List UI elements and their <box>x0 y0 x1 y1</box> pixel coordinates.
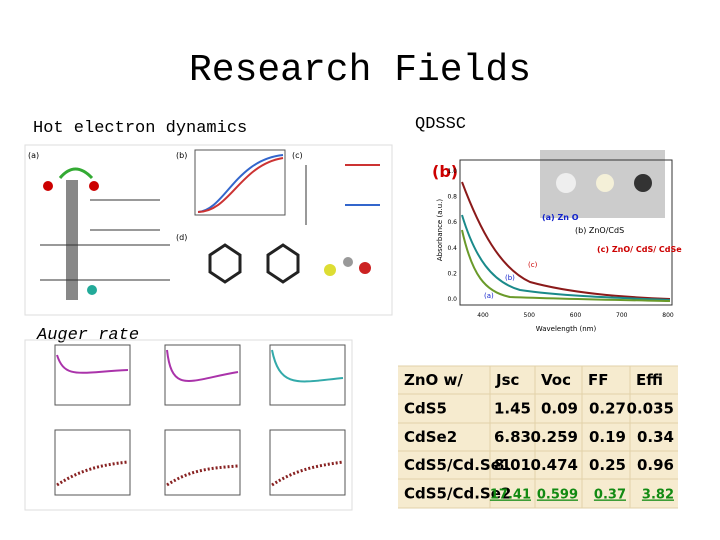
table-cell: 0.27 <box>589 400 626 418</box>
table-header-cell: Voc <box>541 371 571 389</box>
section-label: Hot electron dynamics <box>33 119 247 138</box>
table-cell: CdSe2 <box>404 428 457 446</box>
y-tick-label: 0.8 <box>447 194 457 201</box>
x-tick-label: 600 <box>570 312 582 319</box>
table-cell: 0.25 <box>589 456 626 474</box>
qdssc-figure: (b) Absorbance (a.u.) Wavelength (nm) 0.… <box>432 150 682 333</box>
hot-electron-figure: (a) (b) (c) (d) <box>24 144 393 316</box>
table-cell: 0.09 <box>541 400 578 418</box>
curve-label: (b) <box>505 274 515 282</box>
table-header-cell: Jsc <box>495 371 519 389</box>
table-cell: 0.259 <box>531 428 578 446</box>
x-tick-label: 400 <box>477 312 489 319</box>
table-cell: 0.474 <box>531 456 578 474</box>
x-tick-label: 800 <box>662 312 674 319</box>
auger-figure <box>24 339 353 511</box>
curve-label: (a) <box>484 292 494 300</box>
y-tick-label: 1.0 <box>447 168 457 175</box>
table-cell: CdS5/Cd.Se1 <box>404 456 511 474</box>
legend-entry: (a) Zn O <box>542 213 579 222</box>
results-table: ZnO w/Jsc Voc FF Effi CdS5 1.45 0.09 0.27 0.035 C… <box>398 365 678 509</box>
table-cell: 0.19 <box>589 428 626 446</box>
table-cell: 3.82 <box>642 488 674 503</box>
table-cell: 1.45 <box>494 400 531 418</box>
panel-label: (b) <box>176 151 187 160</box>
y-tick-label: 0.0 <box>447 296 457 303</box>
table-cell: 6.83 <box>494 428 531 446</box>
table-header-cell: FF <box>588 371 609 389</box>
y-tick-label: 0.6 <box>447 219 457 226</box>
axis-label: Absorbance (a.u.) <box>436 199 444 261</box>
panel-label: (b) <box>432 162 458 181</box>
table-header-cell: ZnO w/ <box>404 371 463 389</box>
table-header-cell: Effi <box>636 371 663 389</box>
slide-title: Research Fields <box>189 49 531 92</box>
table-cell: 17.41 <box>490 488 531 503</box>
y-tick-label: 0.4 <box>447 245 457 252</box>
legend-entry: (c) ZnO/ CdS/ CdSe <box>597 245 682 254</box>
curve-label: (c) <box>528 261 538 269</box>
axis-label: Wavelength (nm) <box>536 325 597 333</box>
section-label: QDSSC <box>415 115 466 134</box>
table-cell: 0.96 <box>637 456 674 474</box>
x-tick-label: 500 <box>524 312 536 319</box>
panel-label: (d) <box>176 233 187 242</box>
table-cell: 0.34 <box>637 428 674 446</box>
table-cell: 0.37 <box>594 488 626 503</box>
legend-entry: (b) ZnO/CdS <box>575 226 624 235</box>
panel-label: (c) <box>292 151 303 160</box>
table-cell: CdS5/Cd.Se2 <box>404 485 511 503</box>
table-cell: 0.035 <box>627 400 674 418</box>
table-cell: 0.599 <box>537 488 578 503</box>
section-label: Auger rate <box>36 326 139 345</box>
table-cell: 8.01 <box>494 456 531 474</box>
x-tick-label: 700 <box>616 312 628 319</box>
y-tick-label: 0.2 <box>447 270 457 277</box>
table-cell: CdS5 <box>404 400 447 418</box>
panel-label: (a) <box>28 151 39 160</box>
